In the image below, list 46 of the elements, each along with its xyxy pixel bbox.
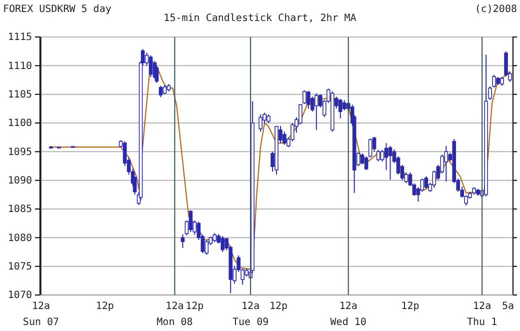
x-tick-label: 12p <box>96 301 114 312</box>
chart-title: 15-min Candlestick Chart, 2hr MA <box>164 13 356 24</box>
y-tick-label: 1080 <box>8 232 32 244</box>
candlestick <box>212 232 217 243</box>
candlestick <box>388 145 392 180</box>
candlestick <box>444 145 448 182</box>
candlestick <box>492 74 496 88</box>
candlestick <box>314 92 318 130</box>
x-tick-label: 12a Wed 10 <box>330 301 366 328</box>
candlestick <box>204 239 209 256</box>
x-tick-label: 12a Tue 09 <box>232 301 269 328</box>
candlestick <box>220 235 225 252</box>
text: (c)2008 <box>474 4 517 15</box>
candlestick <box>384 142 388 171</box>
y-tick-label: 1110 <box>8 60 32 72</box>
text: FOREX USDKRW 5 day <box>3 4 112 15</box>
candlestick <box>148 54 153 78</box>
x-tick-label: 12p <box>401 301 420 312</box>
candlestick <box>158 85 163 98</box>
candlestick <box>258 114 262 132</box>
y-tick-label: 1085 <box>8 204 32 216</box>
candlestick <box>188 210 193 232</box>
x-tick-label: 12p <box>186 301 204 312</box>
x-tick-label: 5a <box>502 301 514 312</box>
y-tick-label: 1105 <box>8 90 32 101</box>
candlestick <box>420 178 424 192</box>
candlestick <box>306 90 310 110</box>
y-tick-label: 1115 <box>8 32 32 44</box>
candlestick <box>368 138 372 158</box>
candlestick <box>376 149 380 162</box>
y-tick-label: 1100 <box>8 118 32 130</box>
x-tick-label: 12a Thu 1 <box>467 301 498 328</box>
candlestick <box>338 98 342 119</box>
candlestick <box>424 176 428 190</box>
candlestick <box>342 100 346 111</box>
y-tick-label: 1075 <box>8 262 32 273</box>
candlestick <box>364 156 368 171</box>
candlestick <box>504 50 508 78</box>
y-tick-label: 1090 <box>8 176 32 187</box>
candlestick <box>380 149 384 162</box>
y-tick-label: 1070 <box>8 290 32 302</box>
candlestick <box>302 90 306 105</box>
x-tick-label: 12p <box>269 301 288 312</box>
x-tick-label: 12a Sun 07 <box>22 301 60 328</box>
candlestick <box>162 84 167 95</box>
y-tick-label: 1095 <box>8 146 32 158</box>
